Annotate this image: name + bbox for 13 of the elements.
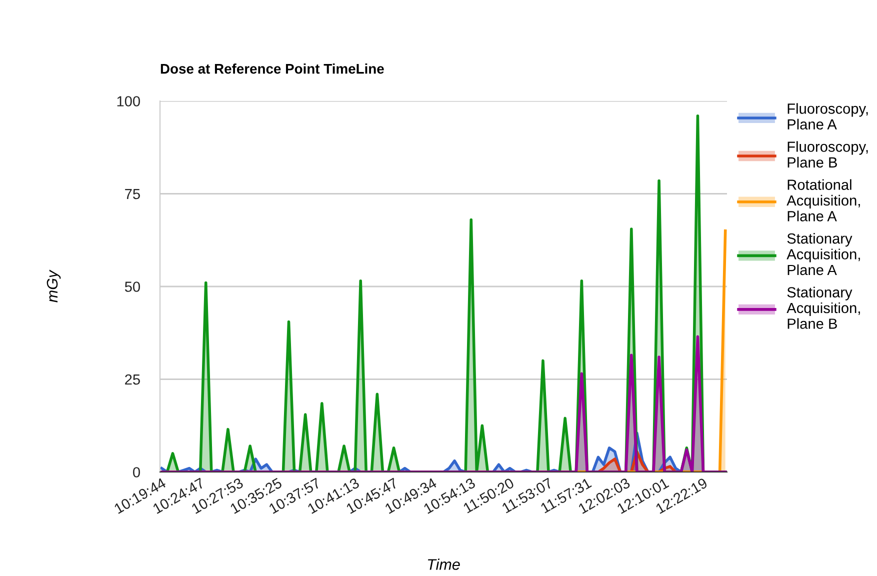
legend-label: Stationary Acquisition, Plane B xyxy=(786,286,860,329)
y-tick-label: 25 xyxy=(125,374,140,385)
y-axis-title: mGy xyxy=(46,270,61,302)
legend-label: Stationary Acquisition, Plane A xyxy=(786,232,860,276)
chart-title: Dose at Reference Point TimeLine xyxy=(160,64,384,74)
y-tick-label: 0 xyxy=(133,467,140,478)
legend-label: Fluoroscopy, Plane A xyxy=(788,103,868,130)
y-tick-label: 100 xyxy=(117,96,140,106)
legend-label: Rotational Acquisition, Plane A xyxy=(786,179,860,222)
legend-label: Fluoroscopy, Plane B xyxy=(788,141,868,168)
y-tick-label: 50 xyxy=(124,282,140,292)
y-tick-label: 75 xyxy=(125,189,140,200)
x-axis-title: Time xyxy=(428,558,460,570)
